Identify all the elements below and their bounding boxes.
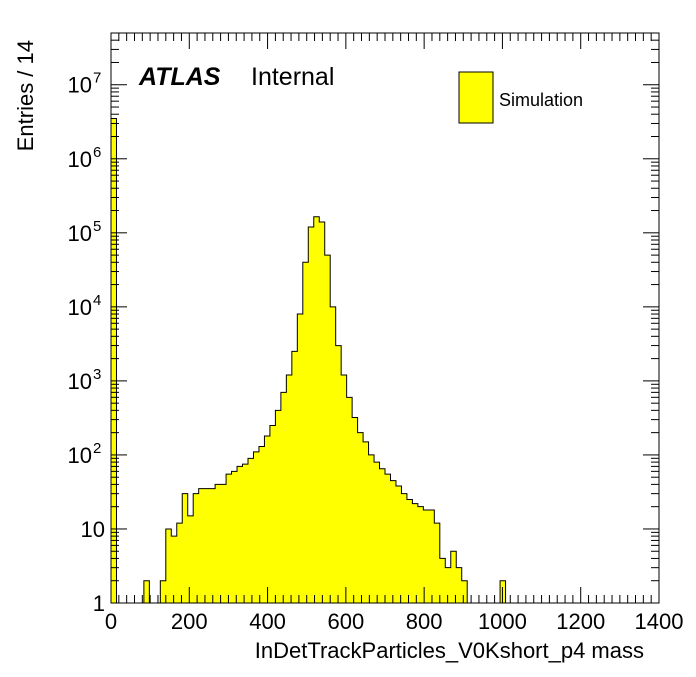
histogram-bin [401,493,408,603]
x-tick-label: 200 [171,609,208,634]
histogram-bin [385,474,391,603]
y-axis-ticks [111,32,659,604]
histogram-bin [313,216,320,603]
x-axis-ticks [110,33,660,603]
y-tick-label-exponent: 3 [93,366,101,383]
histogram-bin [297,314,304,603]
histogram-bin [423,510,430,603]
histogram-bin [258,446,265,603]
histogram-bin [335,345,342,603]
y-tick-label: 10 [81,517,105,542]
y-tick-label: 1 [93,591,105,616]
histogram-bin [428,510,435,603]
histogram-bin [445,567,452,603]
x-tick-label: 600 [327,609,364,634]
histogram-bin [248,458,254,603]
histogram-bin [379,468,386,603]
histogram-bin [324,255,331,604]
y-tick-label: 10 [68,295,92,320]
histogram-bin [368,454,375,603]
histogram-bin [215,484,221,603]
histogram-bin [412,503,419,603]
histogram-bin [417,506,424,603]
histogram-bin [308,226,315,603]
histogram-bin [264,436,271,603]
histogram-bin [319,222,326,603]
y-tick-label-exponent: 7 [93,70,101,87]
histogram-bin [363,441,369,603]
x-tick-label: 1000 [478,609,527,634]
legend-label-simulation: Simulation [499,90,583,110]
histogram-bin [450,551,457,603]
histogram-bin [111,118,117,603]
histogram-bin [346,397,353,603]
internal-label: Internal [251,63,334,91]
histogram-bin [302,262,309,603]
x-axis-title: InDetTrackParticles_V0Kshort_p4 mass [255,638,644,663]
histogram-bin [357,432,364,603]
histogram-bin [198,488,205,603]
histogram-bin [500,580,506,603]
histogram-bin [280,392,287,603]
histogram-bin [226,474,232,603]
histogram-bin [237,466,243,603]
y-tick-label: 10 [68,73,92,98]
histogram-bin [434,523,441,603]
histogram-bin [341,375,347,603]
histogram-bin [160,580,167,603]
histogram-bin [204,488,210,603]
histogram-bin [406,499,413,603]
y-tick-label: 10 [68,369,92,394]
histogram-bin [171,536,178,603]
y-tick-label: 10 [68,443,92,468]
x-tick-label: 800 [406,609,443,634]
histogram-bin [220,484,227,603]
histogram-bin [395,486,402,603]
histogram-bin [439,558,446,603]
histogram-bin [352,417,358,603]
legend-swatch [458,71,494,124]
x-tick-label: 1200 [556,609,605,634]
histogram-bin [143,580,150,603]
x-tick-label: 400 [249,609,286,634]
y-tick-label-exponent: 2 [93,440,101,457]
histogram-bin [275,410,282,603]
histogram-bin [209,488,216,603]
histogram-outline [110,118,512,604]
y-tick-label-exponent: 4 [93,292,101,309]
histogram-bin [461,580,468,603]
histogram-bin [390,480,397,603]
histogram-bin [286,375,293,603]
histogram-bin [374,462,380,603]
histogram-bin [291,351,298,603]
histogram-bin [193,493,199,603]
histogram-bin [269,425,276,603]
y-tick-label-exponent: 5 [93,218,101,235]
histogram-bin [231,471,238,603]
histogram-bin [242,464,249,603]
y-tick-label: 10 [68,221,92,246]
histogram-bin [176,523,183,603]
x-tick-label: 0 [105,609,117,634]
histogram-bin [456,567,463,603]
x-axis-tick-labels: 0 200 400 600 800 1000 1200 1400 [105,609,684,634]
histogram-bin [187,515,194,603]
atlas-label: ATLAS [138,63,221,91]
histogram-bin [182,493,189,603]
y-tick-label: 10 [68,147,92,172]
histogram-bars [110,118,512,604]
y-axis-title: Entries / 14 [13,40,38,151]
histogram-bin [253,451,260,603]
x-tick-label: 1400 [635,609,684,634]
histogram-bin [330,306,336,603]
y-tick-label-exponent: 6 [93,144,101,161]
histogram-bin [165,528,172,603]
